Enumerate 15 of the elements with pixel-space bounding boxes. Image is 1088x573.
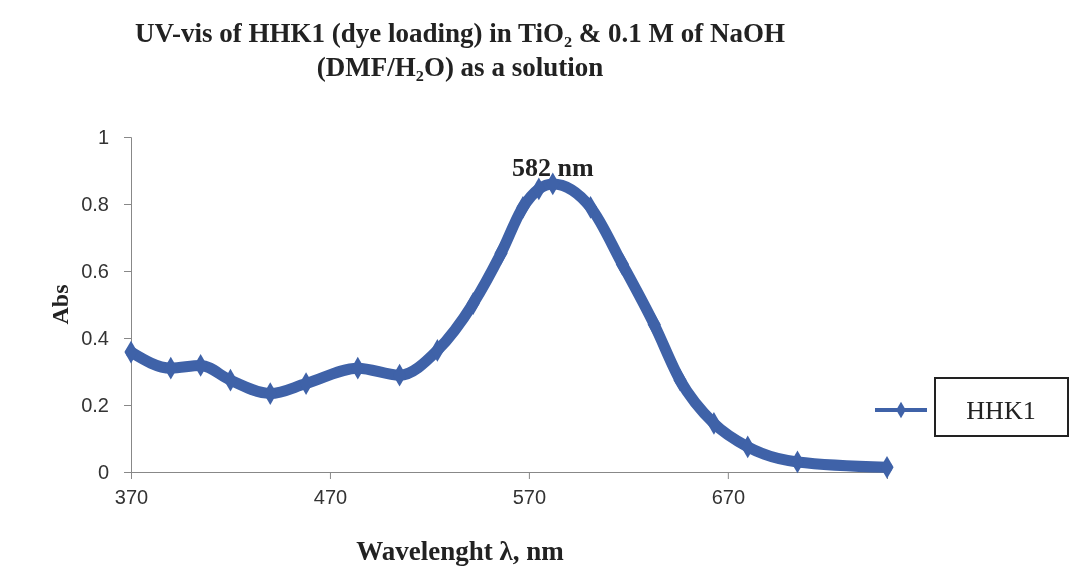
y-tick-label: 0.4: [81, 326, 109, 349]
y-tick-label: 0.6: [81, 259, 109, 282]
x-tick-label: 670: [711, 486, 746, 508]
x-tick-label: 470: [313, 486, 348, 508]
x-tick-label: 570: [512, 486, 547, 508]
y-tick-label: 0.2: [81, 393, 109, 416]
annotation: 582 nm: [511, 152, 594, 182]
x-tick-label: 370: [114, 486, 149, 508]
y-tick-label: 1: [97, 125, 109, 148]
y-tick-label: 0.8: [81, 192, 109, 215]
y-tick-label: 0: [97, 460, 109, 483]
legend-label: HHK1: [966, 396, 1036, 425]
x-axis-title: Wavelenght λ, nm: [356, 536, 565, 566]
y-axis-title: Abs: [47, 284, 73, 325]
chart-title: UV-vis of HHK1 (dye loading) in TiO₂ & 0.1 M of NaOH (DMF/H₂O) as a solution: [134, 18, 786, 82]
